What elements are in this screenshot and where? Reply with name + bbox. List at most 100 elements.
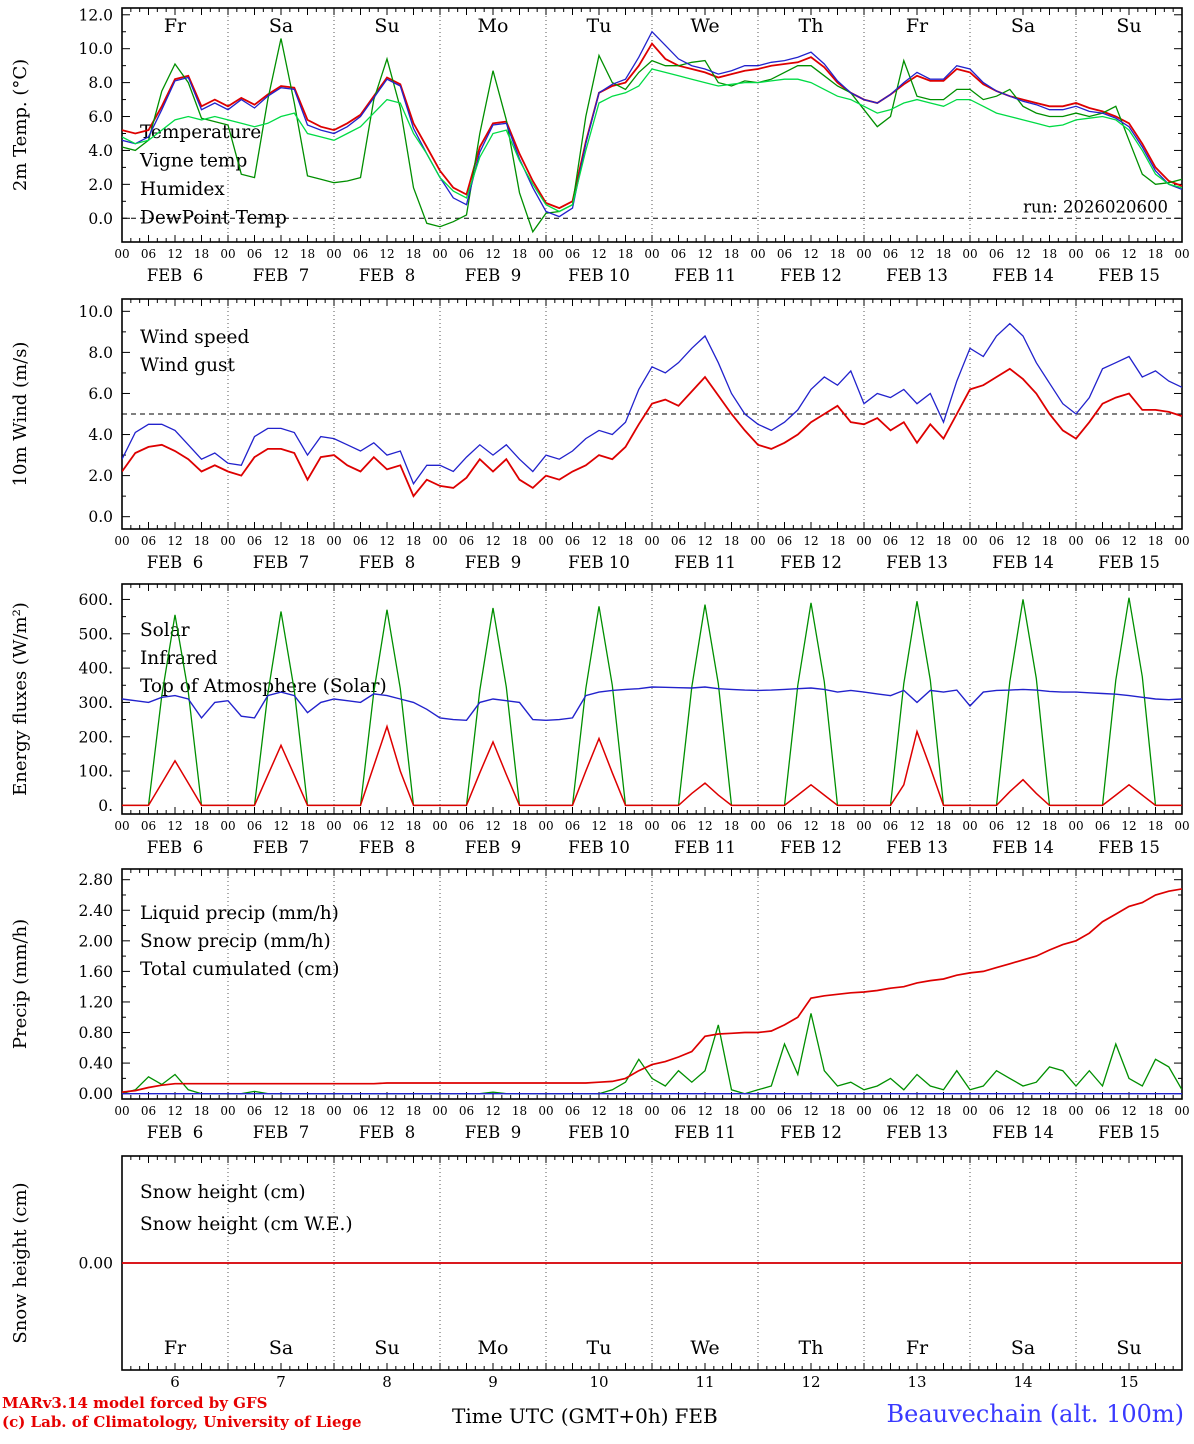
hour-tick-label: 18 [1148,819,1163,833]
date-label: FEB 7 [253,553,310,572]
date-label: FEB 13 [886,266,948,285]
hour-tick-label: 12 [379,819,394,833]
run-label: run: 2026020600 [1023,197,1168,216]
hour-tick-label: 12 [1015,1104,1030,1118]
hour-tick-label: 18 [830,819,845,833]
hour-tick-label: 18 [300,819,315,833]
hour-tick-label: 12 [591,247,606,261]
hour-tick-label: 00 [432,819,447,833]
hour-tick-label: 00 [432,247,447,261]
hour-tick-label: 06 [1095,534,1110,548]
hour-tick-label: 06 [989,534,1004,548]
hour-tick-label: 18 [512,534,527,548]
day-of-week-label: Fr [164,15,187,37]
series-line-vigne-temp [122,38,1182,234]
hour-tick-label: 06 [565,247,580,261]
footer: MARv3.14 model forced by GFS (c) Lab. of… [0,1394,1194,1444]
hour-tick-label: 00 [538,819,553,833]
y-tick-label: 8.0 [88,74,113,92]
hour-tick-label: 06 [459,819,474,833]
hour-tick-label: 12 [1121,819,1136,833]
hour-tick-label: 00 [538,247,553,261]
plot-border [121,7,1183,243]
hour-tick-label: 00 [220,819,235,833]
hour-tick-label: 12 [1015,819,1030,833]
hour-tick-label: 12 [167,534,182,548]
hour-tick-label: 18 [724,1104,739,1118]
day-of-week-label: Th [799,15,824,37]
legend-entry: DewPoint Temp [140,208,287,229]
hour-tick-label: 06 [141,534,156,548]
y-tick-label: 2.00 [78,932,113,950]
day-number-label: 10 [589,1373,608,1391]
hour-tick-label: 06 [883,819,898,833]
date-label: FEB 13 [886,838,948,857]
hour-tick-label: 18 [1042,1104,1057,1118]
y-tick-label: 600. [78,591,113,609]
hour-tick-label: 00 [644,819,659,833]
day-number-label: 12 [801,1373,820,1391]
y-tick-label: 1.20 [78,993,113,1011]
hour-tick-label: 06 [989,1104,1004,1118]
hour-tick-label: 00 [750,247,765,261]
hour-tick-label: 18 [618,534,633,548]
legend-entry: Vigne temp [139,151,247,172]
hour-tick-label: 06 [247,534,262,548]
hour-tick-label: 18 [406,534,421,548]
hour-tick-label: 12 [273,247,288,261]
date-label: FEB 12 [780,838,842,857]
day-of-week-label: Tu [587,15,612,37]
hour-tick-label: 12 [697,534,712,548]
hour-tick-label: 00 [750,534,765,548]
credit-line-1: MARv3.14 model forced by GFS [2,1394,268,1412]
hour-tick-label: 00 [1068,247,1083,261]
hour-tick-label: 18 [936,1104,951,1118]
hour-tick-label: 12 [379,534,394,548]
plot-border [121,298,1183,530]
y-tick-label: 1.60 [78,963,113,981]
day-number-label: 8 [382,1373,392,1391]
hour-tick-label: 12 [273,1104,288,1118]
hour-tick-label: 06 [247,247,262,261]
date-label: FEB 11 [674,266,736,285]
hour-tick-label: 06 [141,247,156,261]
legend-entry: Snow precip (mm/h) [140,931,331,952]
hour-tick-label: 06 [459,247,474,261]
y-tick-label: 300. [78,694,113,712]
hour-tick-label: 12 [697,819,712,833]
hour-tick-label: 00 [220,1104,235,1118]
date-label: FEB 11 [674,553,736,572]
day-of-week-label: Fr [906,1337,929,1359]
hour-tick-label: 12 [591,534,606,548]
legend-entry: Liquid precip (mm/h) [140,903,339,924]
y-tick-label: 6.0 [88,385,113,403]
plot-border [121,868,1183,1100]
day-of-week-label: Su [374,1337,399,1359]
hour-tick-label: 12 [591,1104,606,1118]
y-tick-label: 400. [78,660,113,678]
hour-tick-label: 18 [936,247,951,261]
date-label: FEB 13 [886,1123,948,1142]
hour-tick-label: 18 [194,534,209,548]
day-of-week-label: Su [1116,15,1141,37]
y-tick-label: 10.0 [78,40,113,58]
legend-entry: Snow height (cm W.E.) [140,1214,353,1235]
date-label: FEB 15 [1098,266,1160,285]
date-label: FEB 7 [253,1123,310,1142]
hour-tick-label: 18 [194,1104,209,1118]
hour-tick-label: 00 [326,1104,341,1118]
y-tick-label: 8.0 [88,344,113,362]
hour-tick-label: 18 [194,247,209,261]
date-label: FEB 12 [780,553,842,572]
hour-tick-label: 06 [1095,247,1110,261]
hour-tick-label: 06 [883,1104,898,1118]
date-label: FEB 9 [465,1123,522,1142]
hour-tick-label: 00 [114,534,129,548]
hour-tick-label: 18 [830,1104,845,1118]
hour-tick-label: 06 [565,819,580,833]
date-label: FEB 14 [992,1123,1054,1142]
hour-tick-label: 06 [459,534,474,548]
date-label: FEB 8 [359,553,416,572]
hour-tick-label: 12 [273,819,288,833]
hour-tick-label: 18 [406,247,421,261]
